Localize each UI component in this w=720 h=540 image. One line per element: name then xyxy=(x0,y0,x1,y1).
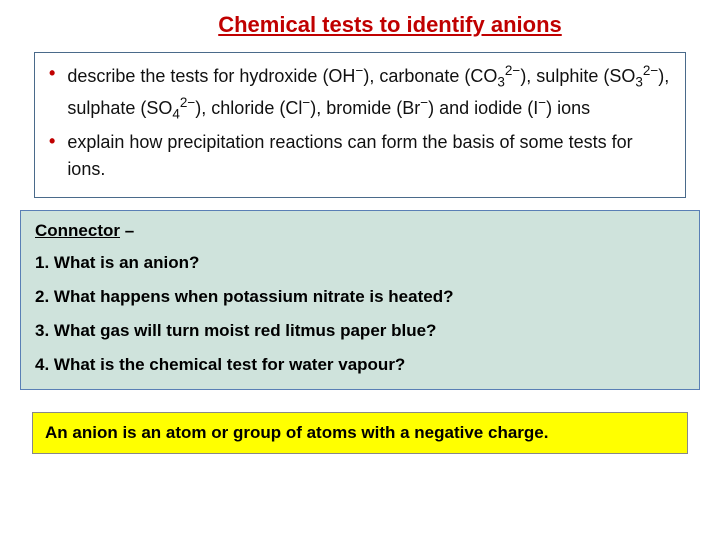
connector-heading: Connector – xyxy=(35,221,685,241)
objective-text: explain how precipitation reactions can … xyxy=(67,129,671,183)
connector-box: Connector – 1. What is an anion? 2. What… xyxy=(20,210,700,390)
page-title: Chemical tests to identify anions xyxy=(20,12,700,38)
objective-text: describe the tests for hydroxide (OH−), … xyxy=(67,61,671,125)
objective-item: • describe the tests for hydroxide (OH−)… xyxy=(49,61,671,125)
objectives-box: • describe the tests for hydroxide (OH−)… xyxy=(34,52,686,198)
connector-question: 4. What is the chemical test for water v… xyxy=(35,355,685,375)
bullet-icon: • xyxy=(49,63,55,84)
answer-box: An anion is an atom or group of atoms wi… xyxy=(32,412,688,454)
answer-text: An anion is an atom or group of atoms wi… xyxy=(45,423,675,443)
bullet-icon: • xyxy=(49,131,55,152)
connector-question: 1. What is an anion? xyxy=(35,253,685,273)
objective-item: • explain how precipitation reactions ca… xyxy=(49,129,671,183)
connector-question: 3. What gas will turn moist red litmus p… xyxy=(35,321,685,341)
connector-question: 2. What happens when potassium nitrate i… xyxy=(35,287,685,307)
